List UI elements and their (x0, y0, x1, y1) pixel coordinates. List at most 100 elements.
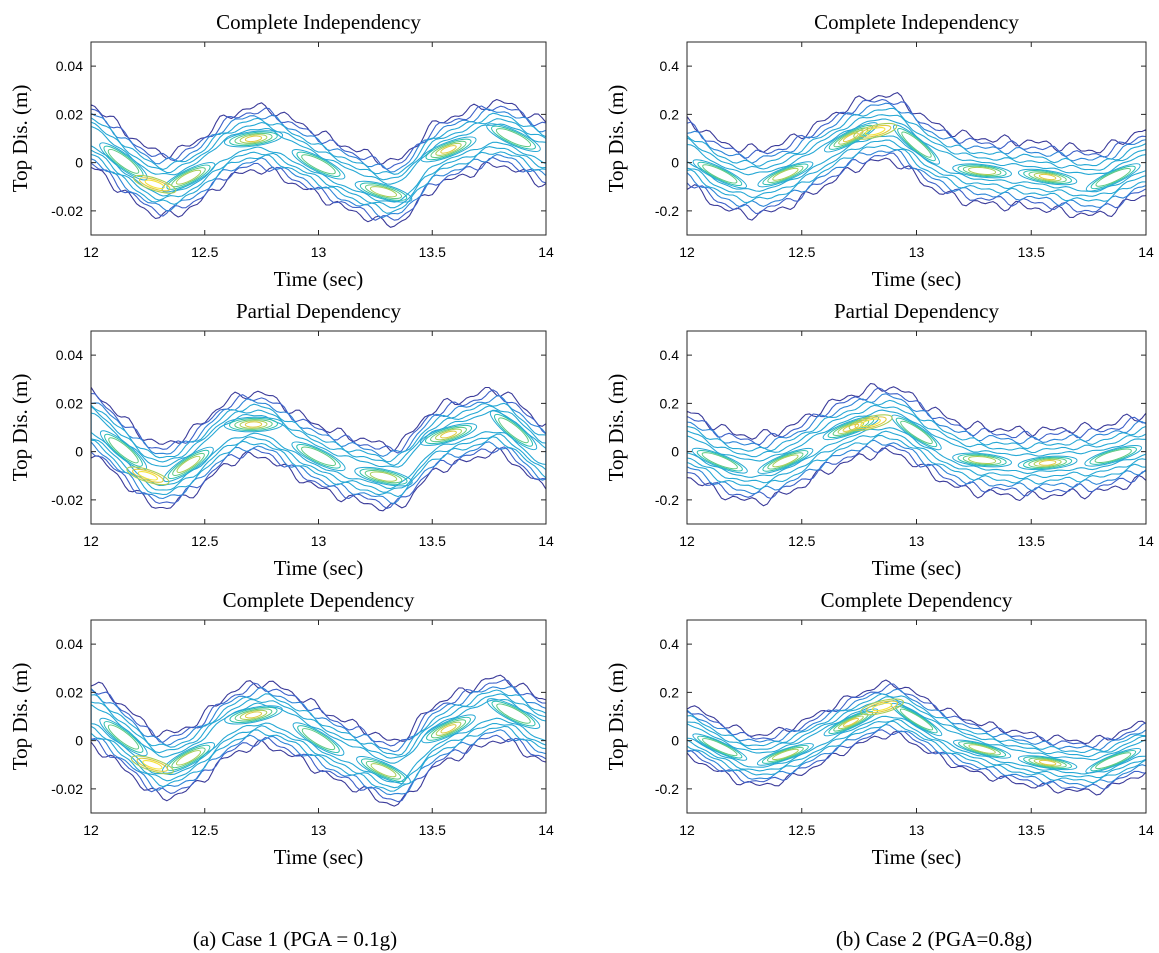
x-tick-label: 13 (909, 533, 925, 549)
contour-island (692, 733, 748, 761)
contour-panel-2: 12 12.5 13 13.5 14 -0.2 0 0.2 0.4 Complete Indepe… (604, 10, 1154, 291)
contour-lines (91, 98, 546, 228)
contour-island (370, 763, 397, 778)
x-tick-label: 14 (1138, 244, 1154, 260)
contour-island (963, 742, 1001, 756)
x-tick-label: 13.5 (1018, 244, 1045, 260)
contour-island (291, 441, 346, 472)
contour-island (957, 164, 1007, 178)
contour-island (1028, 757, 1067, 768)
contour-level-4 (91, 112, 546, 214)
contour-island (234, 708, 273, 722)
y-tick-label: 0.2 (660, 106, 680, 122)
contour-island (440, 724, 457, 734)
contour-island (359, 182, 408, 201)
y-tick-label: 0.04 (56, 347, 83, 363)
contour-island (291, 149, 346, 180)
contour-island (419, 423, 478, 446)
contour-level-1 (91, 98, 546, 228)
contour-island (832, 419, 870, 436)
x-tick-label: 13 (311, 533, 327, 549)
contour-island (1017, 168, 1078, 186)
contour-level-4 (687, 107, 1146, 204)
contour-island (301, 446, 336, 467)
contour-island (229, 131, 278, 147)
panel-title: Partial Dependency (236, 299, 402, 323)
contour-island (1038, 460, 1057, 466)
contour-island (359, 468, 408, 485)
contour-island (489, 410, 538, 451)
contour-island (166, 164, 211, 190)
x-tick-label: 13 (909, 244, 925, 260)
x-tick-label: 13.5 (419, 533, 446, 549)
contour-island (176, 455, 201, 473)
contour-island (952, 739, 1012, 759)
y-axis-label: Top Dis. (m) (8, 663, 32, 771)
contour-peak (854, 416, 887, 430)
contour-island (229, 417, 278, 432)
contour-island (1085, 747, 1142, 774)
contour-island (762, 163, 809, 186)
contour-island (421, 714, 476, 744)
axes-frame (90, 41, 547, 236)
contour-peak (864, 126, 886, 136)
contour-level-1 (687, 92, 1146, 221)
x-axis-label: Time (sec) (274, 556, 364, 580)
axes-frame (90, 330, 547, 525)
contour-lines (687, 679, 1146, 796)
contour-island (440, 145, 457, 154)
contour-island (224, 705, 283, 725)
contour-panel-5: 12 12.5 13 13.5 14 -0.02 0 0.02 0.04 Complete Dep… (8, 588, 554, 869)
contour-island (823, 708, 879, 737)
contour-island (900, 420, 933, 445)
contour-island (229, 706, 278, 724)
x-tick-label: 13.5 (1018, 822, 1045, 838)
contour-island (491, 125, 536, 150)
panel-title: Partial Dependency (834, 299, 1000, 323)
x-tick-label: 13 (311, 244, 327, 260)
contour-island (1023, 170, 1073, 184)
contour-island (822, 415, 880, 441)
y-tick-label: 0 (75, 155, 83, 171)
contour-island (364, 184, 403, 200)
contour-island (167, 449, 210, 479)
contour-island (767, 452, 804, 470)
x-tick-label: 12.5 (191, 244, 218, 260)
contour-island (239, 709, 268, 720)
contour-island (893, 124, 940, 165)
contour-island (292, 722, 345, 756)
contour-peak (132, 468, 164, 483)
contour-island (1095, 168, 1131, 187)
contour-island (1090, 750, 1137, 772)
contour-island (1023, 756, 1073, 770)
contour-island (496, 703, 531, 724)
contour-peak (138, 177, 171, 192)
contour-island (175, 750, 202, 766)
contour-island (1090, 165, 1136, 190)
contour-island (697, 161, 743, 186)
contour-island (691, 447, 748, 474)
contour-island (952, 452, 1012, 468)
contour-island (771, 748, 799, 761)
contour-island (172, 452, 205, 476)
caption-case-1: (a) Case 1 (PGA = 0.1g) (193, 927, 397, 951)
panel-title: Complete Dependency (821, 588, 1013, 612)
y-axis-label: Top Dis. (m) (604, 663, 628, 771)
contour-island (1085, 163, 1141, 192)
contour-level-2 (687, 387, 1146, 500)
contour-island (1033, 458, 1062, 467)
contour-island (354, 466, 413, 487)
contour-level-6 (91, 123, 546, 203)
contour-island (757, 447, 814, 474)
y-tick-label: 0.2 (660, 684, 680, 700)
contour-island (171, 747, 206, 769)
y-tick-label: 0.4 (660, 636, 680, 652)
contour-island (425, 138, 472, 161)
x-tick-label: 12 (679, 244, 695, 260)
contour-lines (91, 386, 546, 512)
contour-island (824, 122, 878, 153)
contour-island (356, 756, 411, 785)
contour-peak (860, 418, 881, 428)
contour-island (424, 424, 473, 445)
